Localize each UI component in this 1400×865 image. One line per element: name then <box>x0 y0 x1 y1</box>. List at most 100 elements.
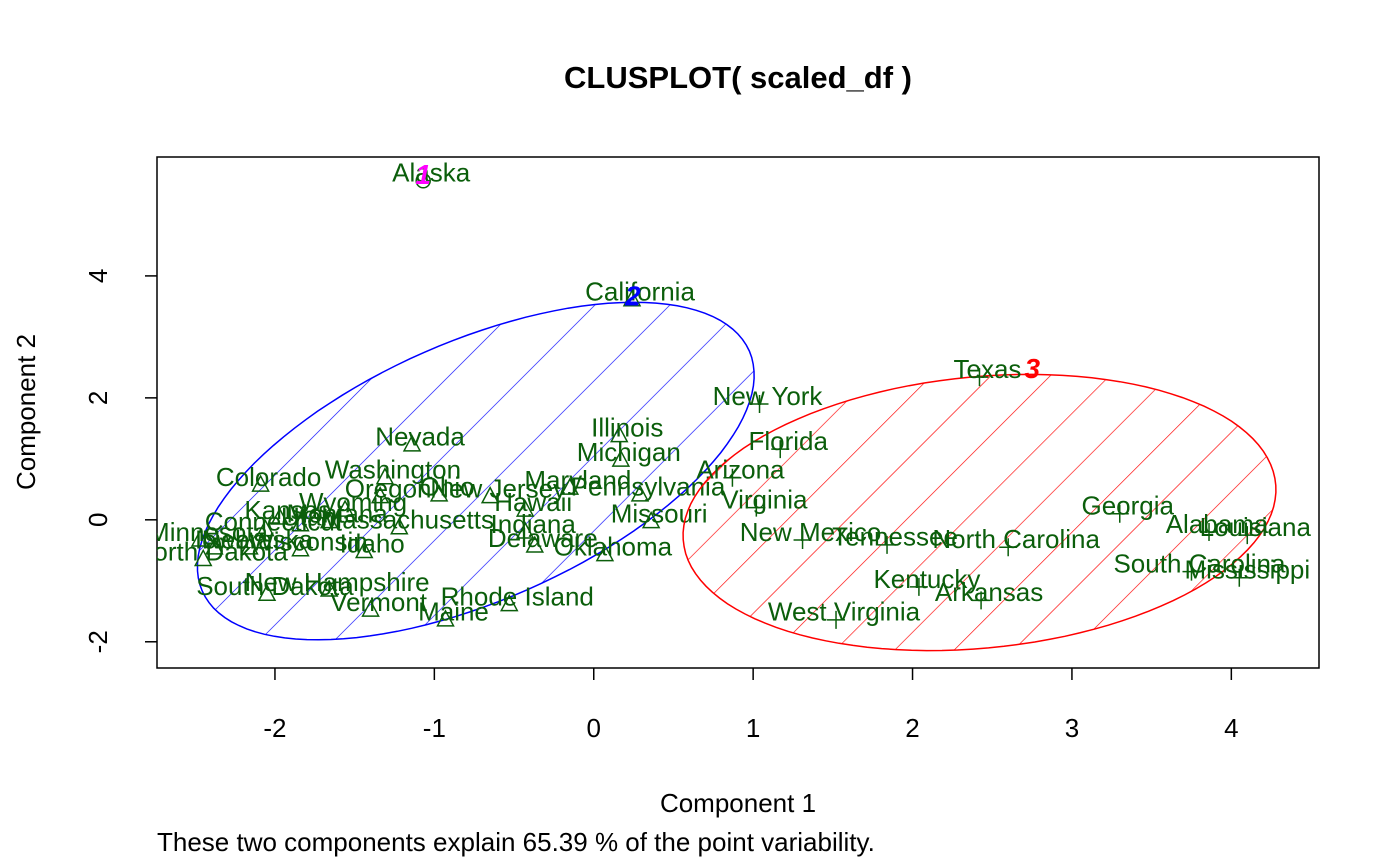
chart-title: CLUSPLOT( scaled_df ) <box>564 60 912 95</box>
point-marker <box>972 591 991 610</box>
point-marker <box>361 599 380 617</box>
cluster-number: 1 <box>415 159 431 190</box>
x-tick-label: 2 <box>905 713 919 743</box>
point-marker <box>190 529 210 547</box>
y-tick-label: 2 <box>83 391 113 405</box>
point-label: Alaska <box>392 158 471 188</box>
point-marker <box>319 511 339 529</box>
point-label: Indiana <box>491 509 577 539</box>
point-label: Utah <box>281 502 336 532</box>
point-marker <box>747 498 766 517</box>
point-label: New Mexico <box>740 517 882 547</box>
point-label: Vermont <box>330 587 428 617</box>
point-marker <box>257 583 277 601</box>
cluster-ellipse <box>196 301 755 641</box>
y-axis-label: Component 2 <box>11 334 41 490</box>
point-label: Colorado <box>216 462 322 492</box>
point-label: Oklahoma <box>554 531 673 561</box>
point-label: South Dakota <box>196 571 354 601</box>
point-marker <box>205 537 224 555</box>
point-marker <box>515 499 535 517</box>
point-label: Hawaii <box>494 487 572 517</box>
point-label: Kansas <box>244 495 331 525</box>
point-marker <box>525 535 545 553</box>
point-label: Arkansas <box>935 577 1043 607</box>
x-tick-label: -2 <box>263 713 286 743</box>
x-tick-label: -1 <box>423 713 446 743</box>
point-marker <box>827 610 846 629</box>
point-label: Florida <box>748 426 828 456</box>
point-marker <box>560 477 580 495</box>
point-label: West Virginia <box>768 597 921 627</box>
point-marker <box>1110 504 1129 523</box>
point-marker <box>390 517 409 535</box>
point-label: Montana <box>287 499 389 529</box>
point-label: New York <box>713 381 824 411</box>
point-label: Massachusetts <box>321 505 494 535</box>
y-tick-label: 4 <box>83 269 113 283</box>
point-marker <box>240 537 259 555</box>
point-marker <box>723 468 742 487</box>
point-marker <box>500 593 519 612</box>
point-label: Michigan <box>577 437 681 467</box>
point-label: Minnesota <box>148 517 268 547</box>
point-label: Iowa <box>195 525 250 555</box>
point-marker <box>771 440 790 459</box>
point-marker <box>909 577 928 596</box>
cluster-number: 2 <box>624 281 641 312</box>
point-label: Mississippi <box>1184 555 1310 585</box>
point-label: Georgia <box>1082 491 1175 521</box>
point-label: Rhode Island <box>441 581 594 611</box>
point-marker <box>1200 523 1219 542</box>
point-marker <box>291 514 310 532</box>
point-label: Illinois <box>591 413 663 443</box>
point-marker <box>999 538 1018 557</box>
point-marker <box>970 368 989 387</box>
point-marker <box>630 484 650 502</box>
point-marker <box>319 579 339 597</box>
point-label: Tennessee <box>832 522 958 552</box>
point-label: Washington <box>325 455 461 485</box>
x-tick-label: 1 <box>746 713 760 743</box>
point-label: Texas <box>954 354 1022 384</box>
point-marker <box>335 499 355 517</box>
point-marker <box>1238 526 1257 545</box>
point-label: Wisconsin <box>249 527 367 557</box>
point-marker <box>270 507 289 525</box>
point-marker <box>793 530 812 549</box>
cluster-ellipse <box>682 373 1277 652</box>
point-marker <box>193 548 213 567</box>
point-marker <box>354 540 374 559</box>
point-marker <box>402 434 422 452</box>
point-label: Ohio <box>420 472 475 502</box>
point-marker <box>595 543 615 562</box>
point-marker <box>622 289 642 307</box>
point-label: New Hampshire <box>245 567 430 597</box>
x-tick-label: 4 <box>1224 713 1238 743</box>
point-label: Virginia <box>721 485 808 515</box>
point-marker <box>251 474 270 492</box>
point-label: North Dakota <box>135 536 289 566</box>
point-label: Delaware <box>488 523 598 553</box>
point-marker <box>375 467 395 485</box>
point-label: Wyoming <box>299 487 407 517</box>
plot-frame <box>156 156 1320 669</box>
cluster-number: 3 <box>1024 353 1040 384</box>
x-axis-label: Component 1 <box>660 788 816 818</box>
point-label: South Carolina <box>1113 549 1286 579</box>
point-marker <box>436 609 455 627</box>
point-label: Maine <box>418 597 489 627</box>
point-marker <box>291 539 310 557</box>
point-label: California <box>585 277 695 307</box>
point-label: Idaho <box>340 528 405 558</box>
point-marker <box>415 173 431 189</box>
point-label: Maryland <box>524 465 631 495</box>
point-marker <box>480 486 500 504</box>
point-marker <box>641 511 661 529</box>
point-label: Arizona <box>696 455 785 485</box>
point-label: Nebraska <box>202 525 314 555</box>
point-label: Louisiana <box>1200 512 1312 542</box>
